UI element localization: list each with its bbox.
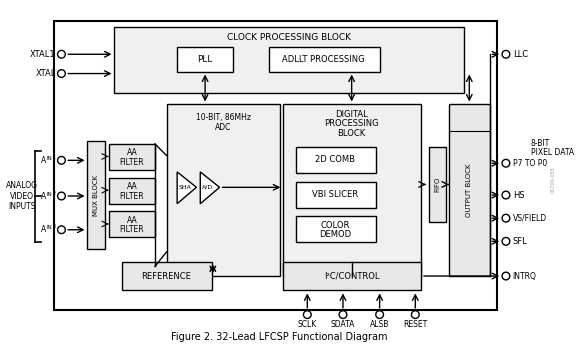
Circle shape — [412, 311, 419, 318]
FancyBboxPatch shape — [109, 211, 155, 237]
Polygon shape — [200, 172, 219, 204]
Text: REFERENCE: REFERENCE — [142, 272, 192, 281]
Text: SCLK: SCLK — [298, 320, 317, 329]
Text: INTRQ: INTRQ — [512, 272, 537, 281]
Text: IN: IN — [47, 225, 53, 230]
Text: BLOCK: BLOCK — [338, 129, 366, 138]
Text: AA: AA — [126, 216, 137, 225]
Text: CLOCK PROCESSING BLOCK: CLOCK PROCESSING BLOCK — [227, 34, 351, 42]
FancyBboxPatch shape — [429, 147, 446, 222]
Text: IN: IN — [47, 192, 53, 196]
Circle shape — [57, 70, 65, 77]
FancyBboxPatch shape — [449, 104, 489, 276]
Text: VS/FIELD: VS/FIELD — [512, 214, 547, 223]
Text: ANALOG
VIDEO
INPUTS: ANALOG VIDEO INPUTS — [6, 181, 38, 211]
Circle shape — [57, 226, 65, 233]
Circle shape — [502, 159, 510, 167]
Text: PIXEL DATA: PIXEL DATA — [531, 148, 574, 157]
Circle shape — [376, 311, 383, 318]
Circle shape — [502, 214, 510, 222]
Text: A: A — [41, 156, 46, 165]
Text: A: A — [41, 225, 46, 234]
Text: Figure 2. 32-Lead LFCSP Functional Diagram: Figure 2. 32-Lead LFCSP Functional Diagr… — [171, 332, 387, 342]
Text: FILTER: FILTER — [119, 192, 144, 201]
Text: 10-BIT, 86MHz: 10-BIT, 86MHz — [196, 113, 251, 122]
Text: 2D COMB: 2D COMB — [316, 155, 356, 164]
Text: A/D: A/D — [203, 185, 214, 190]
FancyBboxPatch shape — [283, 104, 421, 276]
Text: AA: AA — [126, 182, 137, 191]
Text: SDATA: SDATA — [331, 320, 355, 329]
Text: 8-BIT: 8-BIT — [531, 140, 550, 148]
Text: FIFO: FIFO — [434, 177, 441, 192]
Text: ALSB: ALSB — [370, 320, 389, 329]
Text: SFL: SFL — [512, 237, 527, 246]
FancyBboxPatch shape — [87, 141, 105, 249]
Text: IN: IN — [47, 156, 53, 161]
Text: 2: 2 — [53, 191, 56, 195]
FancyBboxPatch shape — [109, 144, 155, 170]
FancyBboxPatch shape — [177, 46, 233, 72]
Text: LLC: LLC — [512, 50, 528, 59]
Text: HS: HS — [512, 191, 525, 200]
Text: RESET: RESET — [403, 320, 427, 329]
Text: SHA: SHA — [178, 185, 191, 190]
Text: AA: AA — [126, 148, 137, 157]
Circle shape — [303, 311, 311, 318]
FancyBboxPatch shape — [167, 104, 280, 276]
Text: ADLLT PROCESSING: ADLLT PROCESSING — [283, 54, 365, 64]
Circle shape — [57, 192, 65, 200]
Text: DIGITAL: DIGITAL — [335, 110, 368, 119]
Text: ADC: ADC — [215, 123, 232, 132]
Circle shape — [502, 237, 510, 245]
FancyBboxPatch shape — [109, 178, 155, 204]
Text: XTAL: XTAL — [35, 69, 56, 78]
Text: PROCESSING: PROCESSING — [324, 119, 379, 128]
Text: P7 TO P0: P7 TO P0 — [512, 159, 547, 168]
FancyBboxPatch shape — [115, 27, 464, 93]
Text: FILTER: FILTER — [119, 158, 144, 167]
FancyBboxPatch shape — [296, 216, 376, 242]
Text: FILTER: FILTER — [119, 225, 144, 234]
Polygon shape — [177, 172, 196, 204]
Circle shape — [57, 156, 65, 164]
Text: PLL: PLL — [197, 54, 213, 64]
Text: I²C/CONTROL: I²C/CONTROL — [324, 272, 379, 281]
FancyBboxPatch shape — [296, 181, 376, 208]
Text: 05700-055: 05700-055 — [551, 166, 556, 193]
Circle shape — [502, 191, 510, 199]
Text: OUTPUT BLOCK: OUTPUT BLOCK — [466, 163, 472, 217]
Circle shape — [502, 50, 510, 58]
FancyBboxPatch shape — [54, 21, 497, 310]
Text: MUX BLOCK: MUX BLOCK — [93, 174, 99, 216]
FancyBboxPatch shape — [283, 261, 421, 290]
Text: DEMOD: DEMOD — [319, 230, 351, 239]
Text: 1: 1 — [53, 155, 56, 160]
Circle shape — [57, 50, 65, 58]
FancyBboxPatch shape — [269, 46, 380, 72]
Text: A: A — [41, 192, 46, 201]
FancyBboxPatch shape — [122, 261, 212, 290]
Circle shape — [339, 311, 347, 318]
Text: 3: 3 — [53, 224, 56, 229]
Circle shape — [502, 272, 510, 280]
Text: VBI SLICER: VBI SLICER — [312, 190, 358, 199]
Text: COLOR: COLOR — [321, 221, 350, 230]
FancyBboxPatch shape — [296, 147, 376, 173]
Text: XTAL1: XTAL1 — [30, 50, 56, 59]
